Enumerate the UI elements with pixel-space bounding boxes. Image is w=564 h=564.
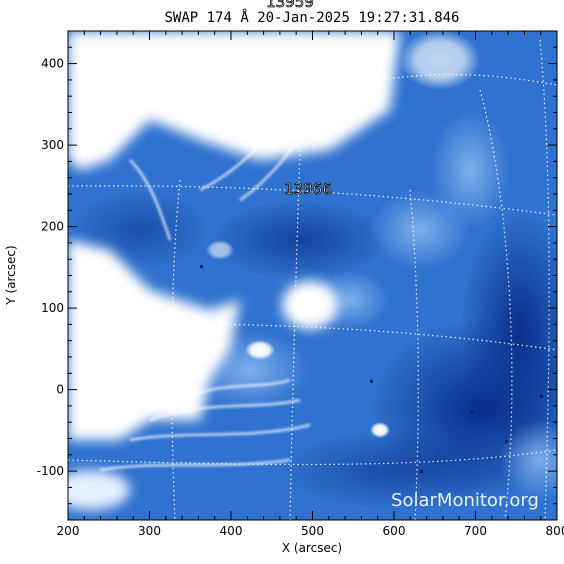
x-tick-label: 600 [383,524,406,538]
top-region-label: 13959 [266,0,314,11]
x-tick-label: 500 [301,524,324,538]
y-tick-label: -100 [37,464,64,478]
x-tick-label: 700 [464,524,487,538]
active-region-label: 13966 [284,180,332,198]
watermark-text: SolarMonitor.org [391,490,539,511]
x-tick-label: 300 [138,524,161,538]
y-tick-label: 0 [56,383,64,397]
y-tick-label: 300 [41,138,64,152]
chart-title: SWAP 174 Å 20-Jan-2025 19:27:31.846 [164,9,459,26]
x-axis-label: X (arcsec) [282,541,342,555]
axis-ticks: 200 300 400 500 600 700 800 -100 0 100 200 300 400 [37,30,564,538]
y-tick-label: 100 [41,301,64,315]
x-tick-label: 200 [57,524,80,538]
x-tick-label: 400 [220,524,243,538]
solar-image [68,31,557,520]
x-tick-label: 800 [546,524,564,538]
y-axis-label: Y (arcsec) [4,245,18,305]
heliographic-grid [68,39,557,520]
y-tick-label: 400 [41,57,64,71]
y-tick-label: 200 [41,220,64,234]
